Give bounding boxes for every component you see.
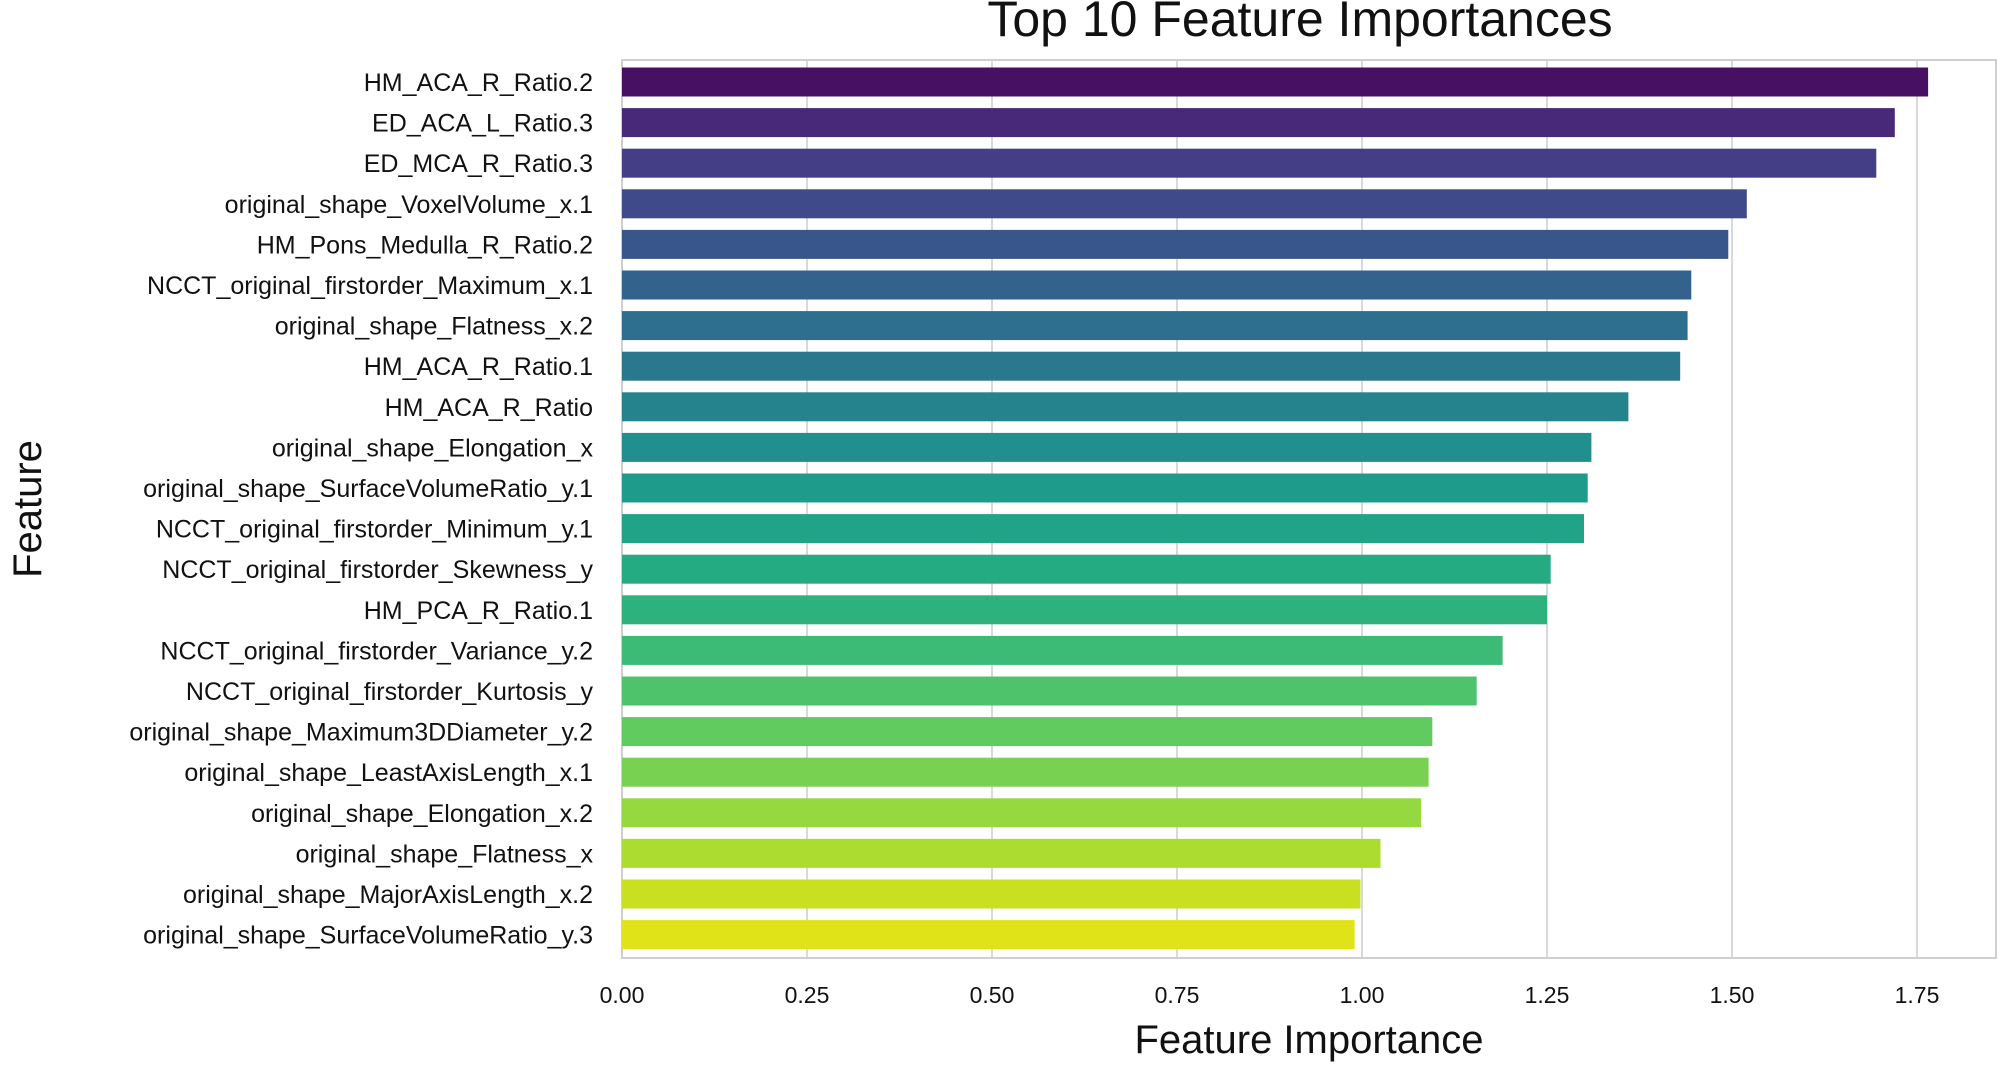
category-label: original_shape_MajorAxisLength_x.2 <box>183 881 593 909</box>
bar <box>622 108 1895 138</box>
bars <box>622 67 1929 950</box>
category-label: original_shape_SurfaceVolumeRatio_y.3 <box>143 922 593 950</box>
bar <box>622 554 1551 584</box>
x-tick-label: 0.50 <box>970 982 1015 1008</box>
bar <box>622 514 1584 544</box>
bar <box>622 920 1355 950</box>
category-label: HM_ACA_R_Ratio.1 <box>364 353 593 381</box>
x-tick-label: 0.75 <box>1155 982 1200 1008</box>
bar <box>622 473 1588 503</box>
category-label: original_shape_Maximum3DDiameter_y.2 <box>129 719 593 747</box>
category-label: NCCT_original_firstorder_Maximum_x.1 <box>147 272 593 300</box>
category-label: HM_PCA_R_Ratio.1 <box>364 597 593 625</box>
bar <box>622 838 1381 868</box>
category-label: original_shape_Elongation_x.2 <box>251 800 593 828</box>
x-tick-label: 0.00 <box>600 982 645 1008</box>
category-label: original_shape_LeastAxisLength_x.1 <box>184 759 593 787</box>
category-label: original_shape_VoxelVolume_x.1 <box>225 191 593 219</box>
bar <box>622 270 1692 300</box>
bar <box>622 717 1433 747</box>
category-label: HM_Pons_Medulla_R_Ratio.2 <box>257 231 593 259</box>
category-label: NCCT_original_firstorder_Skewness_y <box>162 556 593 584</box>
category-label: original_shape_Flatness_x <box>296 840 594 868</box>
bar <box>622 229 1729 259</box>
x-tick-label: 1.50 <box>1710 982 1755 1008</box>
bar <box>622 432 1592 462</box>
x-tick-labels: 0.00 0.25 0.50 0.75 1.00 1.25 1.50 1.75 <box>600 982 1940 1008</box>
bar <box>622 595 1547 625</box>
category-label: HM_ACA_R_Ratio <box>385 394 593 422</box>
bar <box>622 67 1929 97</box>
chart-title: Top 10 Feature Importances <box>987 0 1612 47</box>
bar <box>622 757 1429 787</box>
bar <box>622 148 1877 178</box>
x-tick-label: 1.00 <box>1340 982 1385 1008</box>
category-label: NCCT_original_firstorder_Kurtosis_y <box>186 678 594 706</box>
category-label: original_shape_SurfaceVolumeRatio_y.1 <box>143 475 593 503</box>
y-axis-label: Feature <box>6 440 50 578</box>
bar <box>622 676 1477 706</box>
bar <box>622 879 1361 909</box>
x-tick-label: 1.75 <box>1895 982 1940 1008</box>
x-tick-label: 1.25 <box>1525 982 1570 1008</box>
x-axis-label: Feature Importance <box>1134 1018 1483 1062</box>
category-label: original_shape_Elongation_x <box>272 434 594 462</box>
category-label: original_shape_Flatness_x.2 <box>275 313 593 341</box>
plot-frame <box>621 59 1997 959</box>
category-label: NCCT_original_firstorder_Variance_y.2 <box>160 637 593 665</box>
category-label: HM_ACA_R_Ratio.2 <box>364 69 593 97</box>
bar <box>622 311 1688 341</box>
category-labels: HM_ACA_R_Ratio.2 ED_ACA_L_Ratio.3 ED_MCA_R… <box>129 69 593 950</box>
bar <box>622 189 1747 219</box>
bar <box>622 635 1503 665</box>
bar <box>622 351 1681 381</box>
bar <box>622 392 1629 422</box>
bar <box>622 798 1422 828</box>
category-label: ED_ACA_L_Ratio.3 <box>372 110 593 138</box>
x-tick-label: 0.25 <box>785 982 830 1008</box>
category-label: NCCT_original_firstorder_Minimum_y.1 <box>156 516 593 544</box>
category-label: ED_MCA_R_Ratio.3 <box>364 150 593 178</box>
